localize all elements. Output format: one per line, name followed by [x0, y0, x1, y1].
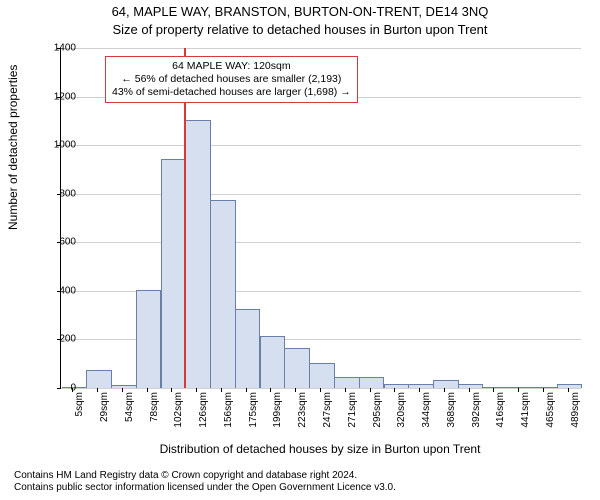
xtick-mark [370, 388, 371, 392]
histogram-bar [507, 387, 533, 388]
xtick-label: 54sqm [124, 392, 135, 442]
footer-line1: Contains HM Land Registry data © Crown c… [14, 470, 396, 482]
xtick-label: 199sqm [272, 392, 283, 442]
gridline [61, 242, 581, 243]
annot-line3: 43% of semi-detached houses are larger (… [112, 86, 351, 99]
histogram-bar [235, 309, 261, 388]
xtick-label: 78sqm [149, 392, 160, 442]
annot-line1: 64 MAPLE WAY: 120sqm [112, 60, 351, 73]
xtick-label: 29sqm [99, 392, 110, 442]
ytick-label: 1400 [42, 43, 76, 54]
histogram-bar [433, 380, 459, 388]
footer-credits: Contains HM Land Registry data © Crown c… [14, 470, 396, 494]
ytick-label: 600 [42, 237, 76, 248]
gridline [61, 48, 581, 49]
histogram-bar [359, 377, 385, 388]
xtick-label: 441sqm [520, 392, 531, 442]
xtick-mark [320, 388, 321, 392]
histogram-bar [284, 348, 310, 388]
chart-title-desc: Size of property relative to detached ho… [0, 22, 600, 37]
y-axis-label: Number of detached properties [6, 65, 20, 230]
histogram-bar [161, 159, 187, 388]
xtick-mark [568, 388, 569, 392]
ytick-label: 1000 [42, 140, 76, 151]
xtick-mark [419, 388, 420, 392]
xtick-label: 271sqm [347, 392, 358, 442]
xtick-label: 156sqm [223, 392, 234, 442]
footer-line2: Contains public sector information licen… [14, 482, 396, 494]
xtick-label: 320sqm [396, 392, 407, 442]
ytick-label: 0 [42, 383, 76, 394]
histogram-bar [260, 336, 286, 388]
xtick-mark [221, 388, 222, 392]
xtick-label: 465sqm [545, 392, 556, 442]
xtick-label: 295sqm [372, 392, 383, 442]
x-axis-label: Distribution of detached houses by size … [60, 442, 580, 456]
xtick-mark [97, 388, 98, 392]
xtick-mark [345, 388, 346, 392]
xtick-label: 416sqm [495, 392, 506, 442]
xtick-mark [518, 388, 519, 392]
xtick-label: 126sqm [198, 392, 209, 442]
histogram-bar [408, 384, 434, 388]
xtick-label: 175sqm [248, 392, 259, 442]
xtick-label: 102sqm [173, 392, 184, 442]
chart-title-address: 64, MAPLE WAY, BRANSTON, BURTON-ON-TRENT… [0, 4, 600, 19]
ytick-label: 800 [42, 188, 76, 199]
histogram-bar [557, 384, 583, 388]
xtick-label: 223sqm [297, 392, 308, 442]
xtick-mark [246, 388, 247, 392]
histogram-bar [483, 387, 509, 388]
xtick-label: 368sqm [446, 392, 457, 442]
histogram-bar [185, 120, 211, 388]
annot-line2: ← 56% of detached houses are smaller (2,… [112, 73, 351, 86]
histogram-bar [458, 384, 484, 388]
histogram-bar [309, 363, 335, 388]
xtick-label: 5sqm [74, 392, 85, 442]
ytick-label: 400 [42, 285, 76, 296]
histogram-bar [111, 385, 137, 388]
histogram-bar [210, 200, 236, 388]
xtick-mark [147, 388, 148, 392]
gridline [61, 194, 581, 195]
gridline [61, 145, 581, 146]
histogram-bar [334, 377, 360, 388]
xtick-mark [543, 388, 544, 392]
xtick-label: 489sqm [570, 392, 581, 442]
histogram-bar [136, 290, 162, 388]
xtick-mark [469, 388, 470, 392]
gridline [61, 388, 581, 389]
histogram-bar [86, 370, 112, 388]
histogram-bar [384, 384, 410, 388]
xtick-mark [122, 388, 123, 392]
histogram-bar [532, 387, 558, 388]
ytick-label: 1200 [42, 91, 76, 102]
xtick-label: 247sqm [322, 392, 333, 442]
xtick-mark [444, 388, 445, 392]
annotation-box: 64 MAPLE WAY: 120sqm ← 56% of detached h… [105, 56, 358, 103]
xtick-label: 392sqm [471, 392, 482, 442]
xtick-label: 344sqm [421, 392, 432, 442]
ytick-label: 200 [42, 334, 76, 345]
